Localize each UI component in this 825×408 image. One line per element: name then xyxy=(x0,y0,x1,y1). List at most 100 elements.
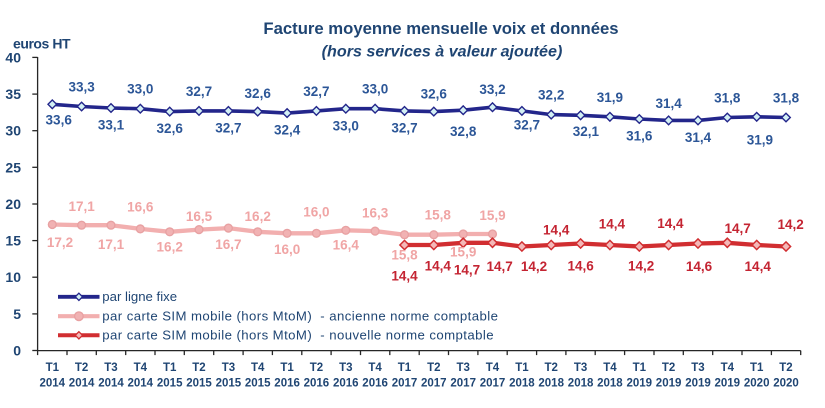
svg-text:17,2: 17,2 xyxy=(47,235,73,250)
svg-text:33,3: 33,3 xyxy=(68,80,95,95)
svg-text:31,9: 31,9 xyxy=(747,132,773,147)
svg-text:2018: 2018 xyxy=(568,378,594,390)
svg-text:T4: T4 xyxy=(251,362,265,374)
svg-text:31,8: 31,8 xyxy=(714,91,741,106)
svg-text:2018: 2018 xyxy=(538,378,564,390)
svg-text:16,4: 16,4 xyxy=(333,238,360,253)
svg-text:40: 40 xyxy=(5,49,21,65)
svg-text:2017: 2017 xyxy=(480,378,506,390)
svg-text:2017: 2017 xyxy=(450,378,476,390)
svg-text:14,6: 14,6 xyxy=(686,259,713,274)
svg-text:14,4: 14,4 xyxy=(391,268,418,283)
svg-text:2020: 2020 xyxy=(744,378,770,390)
svg-text:2016: 2016 xyxy=(304,378,330,390)
svg-text:16,3: 16,3 xyxy=(362,206,389,221)
svg-text:32,6: 32,6 xyxy=(245,86,272,101)
svg-text:T1: T1 xyxy=(280,362,294,374)
svg-text:14,7: 14,7 xyxy=(486,259,512,274)
svg-text:16,5: 16,5 xyxy=(186,209,213,224)
svg-text:2014: 2014 xyxy=(128,378,154,390)
svg-text:T3: T3 xyxy=(574,362,587,374)
svg-text:32,7: 32,7 xyxy=(391,121,417,136)
svg-text:T2: T2 xyxy=(427,362,440,374)
svg-text:2015: 2015 xyxy=(186,378,212,390)
svg-text:31,9: 31,9 xyxy=(597,90,623,105)
svg-text:32,7: 32,7 xyxy=(215,121,241,136)
svg-text:30: 30 xyxy=(5,123,21,139)
svg-text:2019: 2019 xyxy=(685,378,711,390)
svg-text:32,6: 32,6 xyxy=(421,87,448,102)
svg-text:33,1: 33,1 xyxy=(98,118,125,133)
svg-text:20: 20 xyxy=(5,196,21,212)
svg-text:2018: 2018 xyxy=(509,378,535,390)
svg-text:5: 5 xyxy=(13,306,21,322)
svg-text:14,4: 14,4 xyxy=(657,216,684,231)
svg-text:14,6: 14,6 xyxy=(567,259,594,274)
svg-text:10: 10 xyxy=(5,269,21,285)
svg-text:14,4: 14,4 xyxy=(425,259,452,274)
svg-text:16,0: 16,0 xyxy=(303,205,329,220)
svg-text:16,7: 16,7 xyxy=(215,237,241,252)
svg-text:32,2: 32,2 xyxy=(538,88,564,103)
svg-text:T3: T3 xyxy=(104,362,117,374)
svg-text:2018: 2018 xyxy=(597,378,623,390)
svg-text:T2: T2 xyxy=(779,362,792,374)
svg-text:35: 35 xyxy=(5,86,21,102)
svg-text:15,8: 15,8 xyxy=(391,248,418,263)
svg-text:T4: T4 xyxy=(368,362,382,374)
svg-text:17,1: 17,1 xyxy=(68,199,95,214)
svg-text:33,0: 33,0 xyxy=(127,82,153,97)
svg-text:T4: T4 xyxy=(486,362,500,374)
svg-text:2016: 2016 xyxy=(274,378,300,390)
svg-text:16,0: 16,0 xyxy=(274,242,300,257)
svg-text:16,6: 16,6 xyxy=(127,200,154,215)
svg-text:2016: 2016 xyxy=(333,378,359,390)
svg-text:2015: 2015 xyxy=(245,378,271,390)
svg-text:14,7: 14,7 xyxy=(724,221,750,236)
svg-text:31,4: 31,4 xyxy=(655,96,682,111)
svg-text:T2: T2 xyxy=(310,362,323,374)
svg-text:14,2: 14,2 xyxy=(521,259,547,274)
svg-text:2015: 2015 xyxy=(216,378,242,390)
svg-text:16,2: 16,2 xyxy=(245,209,271,224)
svg-text:14,2: 14,2 xyxy=(628,259,654,274)
svg-text:31,6: 31,6 xyxy=(626,129,653,144)
svg-text:32,7: 32,7 xyxy=(303,84,329,99)
svg-text:par carte SIM mobile (hors Mto: par carte SIM mobile (hors MtoM) - nouve… xyxy=(102,328,494,343)
svg-text:14,4: 14,4 xyxy=(543,223,570,238)
svg-text:2019: 2019 xyxy=(627,378,653,390)
svg-text:25: 25 xyxy=(5,159,21,175)
svg-text:32,4: 32,4 xyxy=(274,123,301,138)
svg-text:T1: T1 xyxy=(46,362,60,374)
svg-text:2020: 2020 xyxy=(773,378,799,390)
svg-text:32,7: 32,7 xyxy=(186,84,212,99)
svg-text:15,9: 15,9 xyxy=(479,208,505,223)
svg-text:T2: T2 xyxy=(662,362,675,374)
svg-text:2019: 2019 xyxy=(715,378,741,390)
svg-text:T1: T1 xyxy=(633,362,647,374)
svg-text:14,7: 14,7 xyxy=(454,263,480,278)
svg-text:33,0: 33,0 xyxy=(362,82,388,97)
svg-text:15: 15 xyxy=(5,233,21,249)
svg-text:14,4: 14,4 xyxy=(745,259,772,274)
svg-text:33,2: 33,2 xyxy=(479,82,505,97)
svg-text:euros HT: euros HT xyxy=(13,36,71,52)
svg-text:32,6: 32,6 xyxy=(157,121,184,136)
svg-text:2014: 2014 xyxy=(40,378,66,390)
svg-text:2014: 2014 xyxy=(98,378,124,390)
svg-text:T3: T3 xyxy=(691,362,704,374)
svg-text:T4: T4 xyxy=(721,362,735,374)
svg-text:T4: T4 xyxy=(603,362,617,374)
svg-text:2017: 2017 xyxy=(392,378,418,390)
svg-text:14,2: 14,2 xyxy=(777,217,803,232)
svg-text:T4: T4 xyxy=(134,362,148,374)
svg-text:par carte SIM mobile (hors Mto: par carte SIM mobile (hors MtoM) - ancie… xyxy=(102,308,498,323)
svg-text:32,7: 32,7 xyxy=(514,117,540,132)
svg-text:2017: 2017 xyxy=(421,378,447,390)
svg-text:T1: T1 xyxy=(750,362,764,374)
svg-text:33,0: 33,0 xyxy=(333,118,359,133)
svg-text:31,8: 31,8 xyxy=(773,91,800,106)
svg-text:T1: T1 xyxy=(515,362,529,374)
svg-text:0: 0 xyxy=(13,343,21,359)
svg-text:T2: T2 xyxy=(192,362,205,374)
